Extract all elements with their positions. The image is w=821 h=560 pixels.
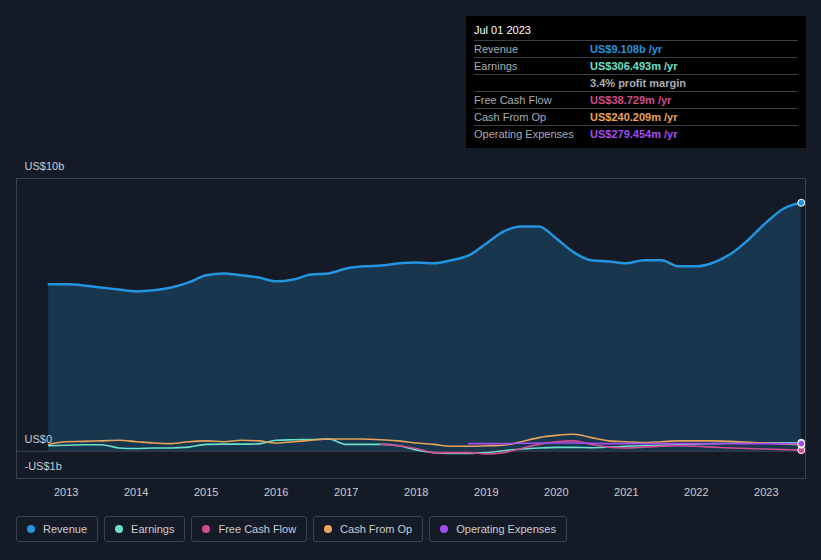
svg-text:2017: 2017 (334, 486, 358, 498)
html-text:US$279.454m /yr: US$279.454m /yr (590, 128, 678, 140)
svg-text:2018: 2018 (404, 486, 428, 498)
svg-text:2020: 2020 (544, 486, 568, 498)
html-text:Earnings: Earnings (474, 60, 518, 72)
html-text:3.4% profit margin: 3.4% profit margin (590, 77, 686, 89)
html-text:Free Cash Flow: Free Cash Flow (474, 94, 552, 106)
svg-text:-US$1b: -US$1b (25, 460, 62, 472)
svg-text:US$0: US$0 (25, 433, 53, 445)
html-text:Revenue: Revenue (474, 43, 518, 55)
html-text:Operating Expenses: Operating Expenses (474, 128, 574, 140)
svg-text:2016: 2016 (264, 486, 288, 498)
html-text:Revenue: Revenue (43, 523, 87, 535)
html-text:Operating Expenses: Operating Expenses (456, 523, 556, 535)
html-text:US$9.108b /yr: US$9.108b /yr (590, 43, 663, 55)
html-text:Cash From Op: Cash From Op (474, 111, 547, 123)
svg-text:2023: 2023 (754, 486, 778, 498)
html-text:Earnings: Earnings (131, 523, 175, 535)
svg-text:2019: 2019 (474, 486, 498, 498)
svg-text:2015: 2015 (194, 486, 218, 498)
html-text:Jul 01 2023: Jul 01 2023 (474, 24, 531, 36)
html-text:Cash From Op: Cash From Op (340, 523, 413, 535)
html-text:US$38.729m /yr: US$38.729m /yr (590, 94, 672, 106)
html-text:US$240.209m /yr: US$240.209m /yr (590, 111, 678, 123)
svg-text:2021: 2021 (614, 486, 638, 498)
html-text:US$306.493m /yr: US$306.493m /yr (590, 60, 678, 72)
html-text:Free Cash Flow: Free Cash Flow (218, 523, 297, 535)
svg-text:2013: 2013 (54, 486, 78, 498)
svg-text:US$10b: US$10b (25, 160, 65, 172)
svg-text:2014: 2014 (124, 486, 148, 498)
svg-text:2022: 2022 (684, 486, 708, 498)
